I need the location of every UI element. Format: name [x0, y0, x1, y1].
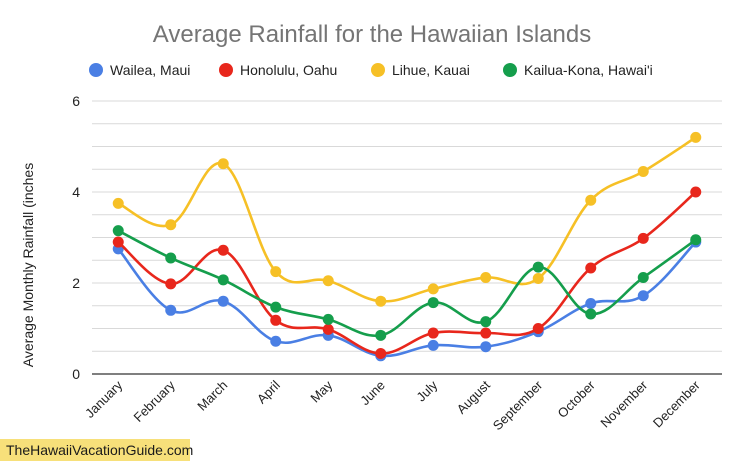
y-tick-label: 0 [72, 366, 80, 382]
data-point [690, 131, 702, 143]
data-point [427, 297, 439, 309]
legend-label: Lihue, Kauai [392, 62, 470, 78]
x-tick-label: December [650, 377, 703, 430]
gridlines [92, 100, 722, 375]
data-point [165, 252, 177, 264]
y-tick-label: 6 [72, 93, 80, 109]
x-tick-label: November [597, 377, 650, 430]
legend-label: Honolulu, Oahu [240, 62, 337, 78]
data-point [480, 341, 492, 353]
data-point [585, 297, 597, 309]
series-line [117, 241, 697, 358]
legend-marker [503, 63, 517, 77]
legend-item: Wailea, Maui [89, 62, 190, 78]
y-tick-label: 2 [72, 275, 80, 291]
data-point [375, 329, 387, 341]
series-2 [112, 131, 702, 307]
data-point [427, 339, 439, 351]
data-point [270, 266, 282, 278]
data-point [532, 323, 544, 334]
legend-marker [371, 63, 385, 77]
data-point [112, 197, 124, 209]
data-point [480, 272, 492, 284]
data-point [375, 295, 387, 307]
data-point [322, 313, 334, 325]
x-tick-label: October [555, 377, 599, 421]
data-point [480, 327, 492, 339]
chart-title: Average Rainfall for the Hawaiian Island… [153, 21, 591, 48]
series-line [117, 136, 697, 303]
data-point [375, 348, 387, 360]
legend-item: Lihue, Kauai [371, 62, 470, 78]
legend-item: Honolulu, Oahu [219, 62, 337, 78]
data-point [427, 283, 439, 295]
series-3 [112, 225, 702, 341]
data-point [165, 219, 177, 231]
series-group [112, 131, 702, 362]
data-point [112, 236, 124, 248]
x-tick-label: September [490, 377, 546, 433]
x-tick-label: February [130, 377, 178, 425]
data-point [165, 304, 177, 316]
x-tick-label: March [194, 378, 230, 414]
data-point [480, 316, 492, 328]
data-point [270, 314, 282, 326]
data-point [585, 262, 597, 274]
data-point [322, 275, 334, 287]
y-axis-ticks: 0 2 4 6 [72, 93, 80, 382]
legend-label: Wailea, Maui [110, 62, 190, 78]
x-tick-label: July [413, 377, 440, 404]
data-point [112, 225, 124, 237]
data-point [637, 290, 649, 302]
x-tick-label: June [357, 378, 388, 409]
data-point [270, 335, 282, 347]
data-point [637, 166, 649, 178]
x-tick-label: August [454, 377, 493, 416]
watermark: TheHawaiiVacationGuide.com [0, 439, 193, 461]
data-point [637, 232, 649, 244]
data-point [585, 194, 597, 206]
y-axis-label: Average Monthly Rainfall (inches [20, 163, 36, 367]
legend-marker [219, 63, 233, 77]
data-point [217, 158, 229, 170]
data-point [427, 327, 439, 339]
legend-item: Kailua-Kona, Hawai'i [503, 62, 653, 78]
x-tick-label: May [307, 377, 335, 405]
y-tick-label: 4 [72, 184, 80, 200]
series-1 [112, 186, 702, 360]
data-point [270, 301, 282, 313]
x-tick-label: April [254, 377, 283, 406]
data-point [690, 234, 702, 246]
data-point [532, 261, 544, 273]
x-axis-ticks: January February March April May June July Augu… [82, 377, 703, 433]
data-point [637, 272, 649, 284]
legend-label: Kailua-Kona, Hawai'i [524, 62, 653, 78]
x-tick-label: January [82, 377, 126, 421]
data-point [322, 323, 334, 335]
data-point [690, 186, 702, 198]
legend-marker [89, 63, 103, 77]
data-point [217, 274, 229, 286]
legend: Wailea, Maui Honolulu, Oahu Lihue, Kauai Ka… [89, 62, 653, 78]
data-point [217, 295, 229, 307]
data-point [165, 278, 177, 290]
data-point [585, 308, 597, 320]
data-point [217, 244, 229, 256]
data-point [532, 272, 544, 284]
